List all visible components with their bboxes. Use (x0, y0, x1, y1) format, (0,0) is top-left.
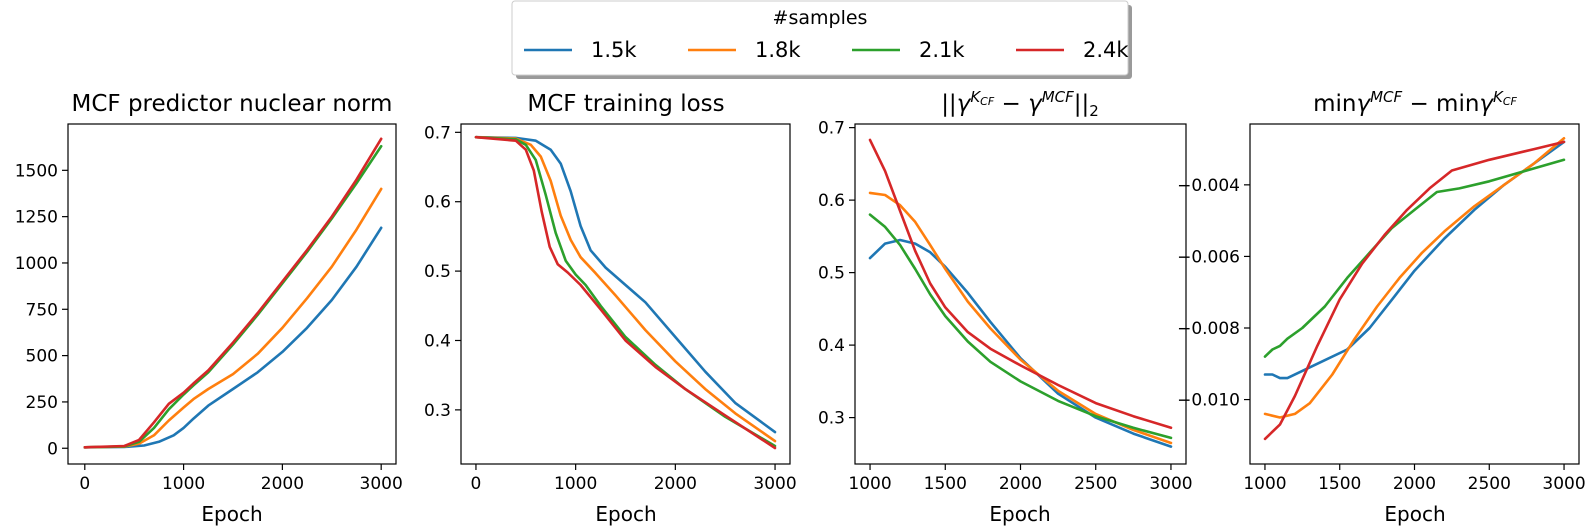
panel-1-series-2.4k (83, 137, 383, 449)
panel-4-xtick-label: 3000 (1542, 474, 1585, 494)
panel-2-xtick-label: 1000 (554, 474, 597, 494)
legend-label-1: 1.5k (591, 38, 637, 62)
panel-1-series-2.1k (83, 144, 383, 449)
panel-4-xtick-label: 2500 (1468, 474, 1511, 494)
panel-4-series-2.4k (1263, 140, 1566, 441)
panel-1-xtick-label: 0 (79, 474, 90, 494)
panel-4-series-1.8k (1263, 137, 1566, 419)
panel-2-xtick-label: 3000 (753, 474, 796, 494)
panel-3-xtick-label: 2000 (999, 474, 1042, 494)
panel-4-marks: 1000 1500 2000 2500 3000 −0.010 −0.008 −0.006 −0… (1177, 137, 1586, 494)
panel-3-frame (854, 123, 1187, 465)
panel-3-series-2.4k (868, 138, 1173, 430)
legend-frame (511, 0, 1129, 76)
panel-nuclear-norm: MCF predictor nuclear norm 0 1000 2000 3000… (15, 91, 403, 526)
panel-3-title: ||γKCF − γMCF||2 (941, 88, 1099, 120)
panel-2-series-1.5k (474, 135, 777, 434)
panel-2-xtick-label: 0 (471, 474, 482, 494)
panel-1-xtick-label: 2000 (261, 474, 304, 494)
legend-label-2: 1.8k (755, 38, 801, 62)
panel-4-xtick-label: 1000 (1243, 474, 1286, 494)
panel-3-ytick-label: 0.5 (818, 264, 845, 284)
panel-4-ytick-label: −0.004 (1177, 176, 1240, 196)
panel-4-xtick-label: 1500 (1318, 474, 1361, 494)
panel-4-frame (1249, 123, 1580, 465)
panel-1-xlabel: Epoch (201, 502, 262, 526)
panel-2-ytick-label: 0.3 (424, 401, 451, 421)
panel-4-xtick-label: 2000 (1393, 474, 1436, 494)
panel-2-ytick-label: 0.4 (424, 331, 451, 351)
panel-1-title: MCF predictor nuclear norm (72, 91, 393, 117)
panel-1-ytick-label: 1000 (15, 254, 58, 274)
panel-1-ytick-label: 1500 (15, 161, 58, 181)
panel-4-title: minγMCF − minγKCF (1313, 88, 1517, 117)
panel-1-ytick-label: 0 (47, 439, 58, 459)
panel-1-frame (67, 123, 397, 465)
panel-1-xtick-label: 1000 (162, 474, 205, 494)
panel-3-ytick-label: 0.4 (818, 336, 845, 356)
panel-3-marks: 1000 1500 2000 2500 3000 0.3 0.4 0.5 0.6 0.7 (818, 119, 1193, 494)
panel-3-xtick-label: 1000 (848, 474, 891, 494)
panel-1-ytick-label: 250 (26, 393, 58, 413)
panel-3-ytick-label: 0.7 (818, 119, 845, 139)
panel-4-ytick-label: −0.010 (1177, 391, 1240, 411)
panel-3-xtick-label: 3000 (1149, 474, 1192, 494)
panel-3-series-1.8k (868, 191, 1173, 445)
legend-title: #samples (773, 7, 868, 29)
panel-4-xlabel: Epoch (1384, 502, 1445, 526)
panel-2-ytick-label: 0.6 (424, 193, 451, 213)
panel-3-xlabel: Epoch (989, 502, 1050, 526)
panel-3-xtick-label: 1500 (924, 474, 967, 494)
panel-2-title: MCF training loss (527, 91, 724, 117)
panel-4-ytick-label: −0.006 (1177, 247, 1240, 267)
legend: #samples 1.5k 1.8k 2.1k 2.4k (511, 0, 1132, 79)
panel-2-xlabel: Epoch (595, 502, 656, 526)
panel-gamma-distance: ||γKCF − γMCF||2 1000 1500 2000 2500 3000 0.3… (818, 88, 1193, 526)
panel-2-series-1.8k (474, 135, 777, 443)
panel-4-series-2.1k (1263, 158, 1566, 358)
legend-label-4: 2.4k (1083, 38, 1129, 62)
panel-3-xtick-label: 2500 (1074, 474, 1117, 494)
panel-2-marks: 0 1000 2000 3000 0.3 0.4 0.5 0.6 0.7 (424, 123, 797, 494)
panel-2-series-2.1k (474, 135, 777, 448)
panel-2-ytick-label: 0.5 (424, 262, 451, 282)
panel-min-gamma-diff: minγMCF − minγKCF 1000 1500 2000 2500 3000 −0… (1177, 88, 1586, 526)
panel-training-loss: MCF training loss 0 1000 2000 3000 0.3 0.4 0.5… (424, 91, 797, 526)
panel-2-frame (460, 123, 791, 465)
panel-2-ytick-label: 0.7 (424, 123, 451, 143)
panel-1-marks: 0 1000 2000 3000 0 250 500 750 1000 1250 1500 (15, 137, 403, 494)
panel-1-ytick-label: 750 (26, 300, 58, 320)
panel-1-ytick-label: 500 (26, 347, 58, 367)
panel-3-ytick-label: 0.3 (818, 409, 845, 429)
legend-label-3: 2.1k (919, 38, 965, 62)
panel-4-ytick-label: −0.008 (1177, 319, 1240, 339)
panel-1-xtick-label: 3000 (360, 474, 403, 494)
panel-3-ytick-label: 0.6 (818, 191, 845, 211)
panel-3-series-1.5k (868, 238, 1173, 448)
panel-1-series-1.8k (83, 187, 383, 449)
panel-2-series-2.4k (474, 135, 777, 450)
panel-2-xtick-label: 2000 (654, 474, 697, 494)
panel-1-series-1.5k (83, 226, 383, 449)
panel-3-series-2.1k (868, 213, 1173, 440)
panel-1-ytick-label: 1250 (15, 208, 58, 228)
